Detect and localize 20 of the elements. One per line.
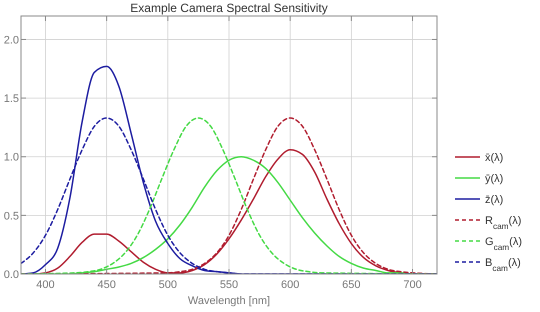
- legend-label: z̄(λ): [485, 194, 504, 206]
- y-tick-label: 1.5: [4, 93, 19, 106]
- legend-label: B$_{cam}$(λ): [485, 257, 521, 272]
- legend-label: x̄(λ): [485, 152, 504, 164]
- x-tick-label: 650: [342, 279, 361, 291]
- chart-title: Example Camera Spectral Sensitivity: [130, 1, 328, 15]
- x-tick-label: 400: [36, 279, 55, 291]
- y-tick-label: 1.0: [4, 152, 19, 164]
- y-tick-label: 0.5: [4, 210, 19, 222]
- x-tick-label: 600: [280, 279, 300, 291]
- legend-label: ȳ(λ): [485, 173, 504, 185]
- x-tick-label: 550: [220, 279, 238, 291]
- y-tick-label: 2.0: [4, 34, 19, 46]
- x-axis-title: Wavelength [nm]: [188, 295, 270, 307]
- y-tick-label: 0.0: [4, 269, 19, 281]
- x-tick-label: 700: [403, 279, 422, 291]
- x-tick-label: 500: [158, 279, 178, 291]
- legend-label: G$_{cam}$(λ): [485, 236, 522, 252]
- legend-label: R$_{cam}$(λ): [485, 215, 522, 230]
- x-tick-label: 450: [97, 279, 116, 291]
